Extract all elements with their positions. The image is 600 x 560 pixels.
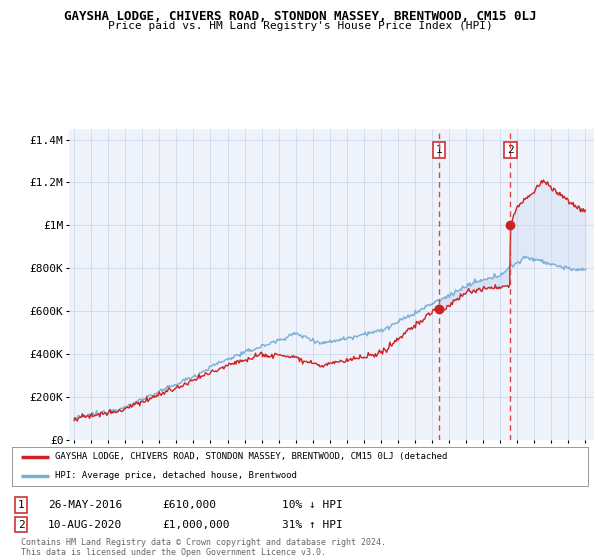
Text: £1,000,000: £1,000,000	[162, 520, 229, 530]
Text: 10% ↓ HPI: 10% ↓ HPI	[282, 500, 343, 510]
Text: GAYSHA LODGE, CHIVERS ROAD, STONDON MASSEY, BRENTWOOD, CM15 0LJ (detached: GAYSHA LODGE, CHIVERS ROAD, STONDON MASS…	[55, 452, 448, 461]
Text: 1: 1	[17, 500, 25, 510]
Text: £610,000: £610,000	[162, 500, 216, 510]
Text: 2: 2	[17, 520, 25, 530]
Text: HPI: Average price, detached house, Brentwood: HPI: Average price, detached house, Bren…	[55, 472, 297, 480]
Text: Price paid vs. HM Land Registry's House Price Index (HPI): Price paid vs. HM Land Registry's House …	[107, 21, 493, 31]
Text: Contains HM Land Registry data © Crown copyright and database right 2024.
This d: Contains HM Land Registry data © Crown c…	[21, 538, 386, 557]
Text: 2: 2	[507, 145, 514, 155]
Text: 1: 1	[436, 145, 442, 155]
Text: 26-MAY-2016: 26-MAY-2016	[48, 500, 122, 510]
Text: GAYSHA LODGE, CHIVERS ROAD, STONDON MASSEY, BRENTWOOD, CM15 0LJ: GAYSHA LODGE, CHIVERS ROAD, STONDON MASS…	[64, 10, 536, 23]
Text: 31% ↑ HPI: 31% ↑ HPI	[282, 520, 343, 530]
Text: 10-AUG-2020: 10-AUG-2020	[48, 520, 122, 530]
